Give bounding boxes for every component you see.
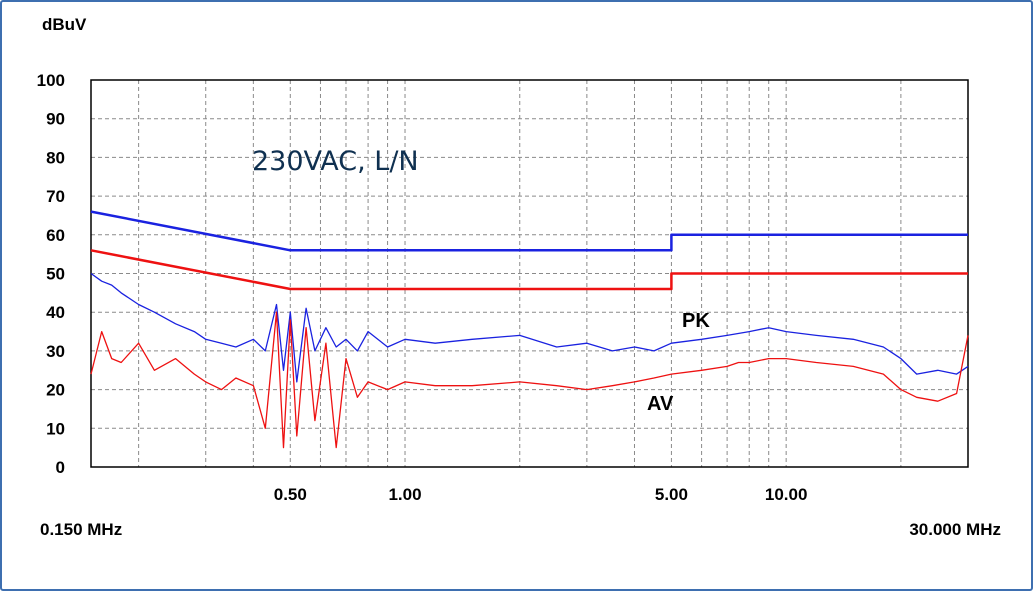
av-trace-label: AV bbox=[647, 393, 674, 415]
y-tick-label: 50 bbox=[46, 265, 65, 284]
x-axis-start-label: 0.150 MHz bbox=[40, 520, 122, 539]
pk-trace-label: PK bbox=[682, 310, 710, 332]
av-limit-line bbox=[90, 249, 968, 291]
x-tick-label: 10.00 bbox=[765, 485, 808, 504]
y-tick-label: 40 bbox=[46, 303, 65, 322]
limit-lines bbox=[90, 210, 968, 291]
y-tick-label: 10 bbox=[46, 419, 65, 438]
x-axis: 0.50 1.00 5.00 10.00 bbox=[274, 485, 808, 504]
y-tick-label: 90 bbox=[46, 110, 65, 129]
y-tick-label: 60 bbox=[46, 226, 65, 245]
chart-annotation: 230VAC, L/N bbox=[252, 146, 419, 177]
grid bbox=[91, 80, 968, 467]
y-axis: 0 10 20 30 40 50 60 70 80 90 100 bbox=[37, 71, 65, 477]
y-axis-label: dBuV bbox=[42, 15, 87, 34]
y-tick-label: 80 bbox=[46, 148, 65, 167]
x-tick-label: 5.00 bbox=[655, 485, 688, 504]
x-axis-end-label: 30.000 MHz bbox=[909, 520, 1001, 539]
y-tick-label: 30 bbox=[46, 342, 65, 361]
x-tick-label: 0.50 bbox=[274, 485, 307, 504]
y-tick-label: 20 bbox=[46, 381, 65, 400]
y-tick-label: 100 bbox=[37, 71, 65, 90]
pk-measurement-trace bbox=[90, 272, 969, 383]
y-tick-label: 0 bbox=[56, 458, 65, 477]
x-tick-label: 1.00 bbox=[388, 485, 421, 504]
av-measurement-trace bbox=[90, 311, 969, 449]
measurement-traces bbox=[90, 272, 969, 449]
pk-limit-line bbox=[90, 210, 968, 252]
y-tick-label: 70 bbox=[46, 187, 65, 206]
